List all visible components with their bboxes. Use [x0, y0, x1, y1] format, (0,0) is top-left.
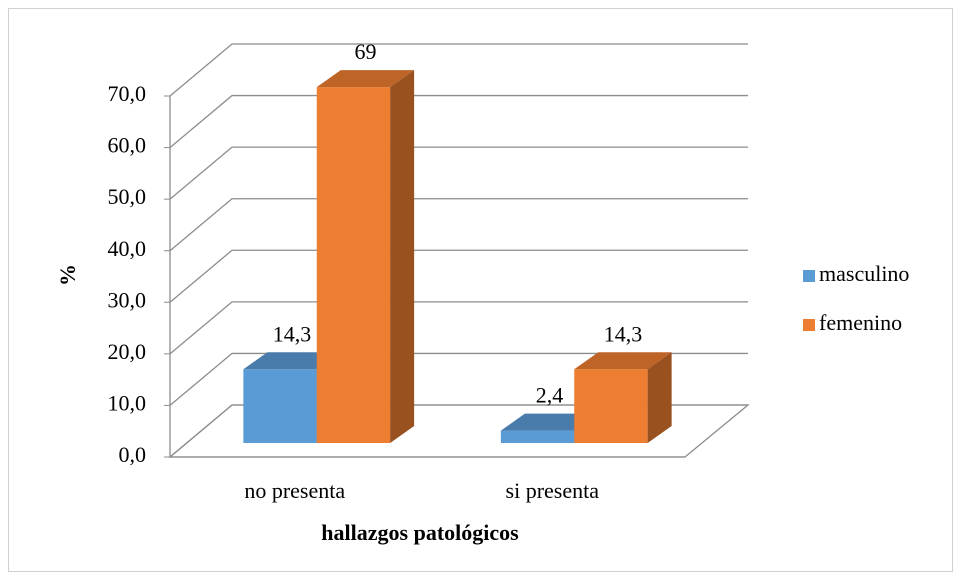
bar-front [500, 430, 575, 443]
bar [574, 352, 672, 443]
y-tick-label: 40,0 [108, 236, 147, 261]
legend-swatch [803, 270, 815, 282]
legend-swatch [803, 319, 815, 331]
y-tick-label: 60,0 [108, 133, 147, 158]
bar-top [500, 413, 599, 431]
x-tick-label: no presenta [244, 478, 345, 503]
bar [316, 70, 415, 444]
grid-line [169, 198, 748, 252]
y-tick-label: 70,0 [108, 81, 147, 106]
bar-front [574, 369, 648, 443]
grid-line [169, 94, 748, 149]
data-label: 14,3 [604, 321, 643, 346]
x-tick-label: si presenta [506, 478, 600, 503]
bar-top [316, 70, 415, 88]
bar-side [647, 352, 672, 443]
y-tick-label: 30,0 [108, 287, 147, 312]
y-tick-label: 20,0 [108, 339, 147, 364]
y-tick-label: 50,0 [108, 184, 147, 209]
y-tick-label: 10,0 [108, 390, 147, 415]
legend-label: femenino [819, 310, 902, 335]
grid-line [169, 249, 748, 303]
grid-line [169, 146, 748, 200]
grid-line [169, 301, 748, 355]
legend-label: masculino [819, 261, 909, 286]
y-tick-label: 0,0 [119, 442, 147, 467]
bar-front [316, 87, 391, 444]
y-axis-label: % [55, 264, 80, 286]
chart-frame [8, 8, 953, 572]
bar-top [574, 352, 672, 370]
x-axis-label: hallazgos patológicos [321, 520, 519, 545]
bar-top [243, 352, 341, 370]
bar-front [243, 369, 317, 443]
bar-side [390, 70, 415, 444]
grid-line [169, 43, 748, 97]
data-label: 14,3 [273, 321, 312, 346]
data-label: 2,4 [536, 383, 564, 408]
data-label: 69 [354, 39, 376, 64]
grid-line [169, 352, 748, 406]
